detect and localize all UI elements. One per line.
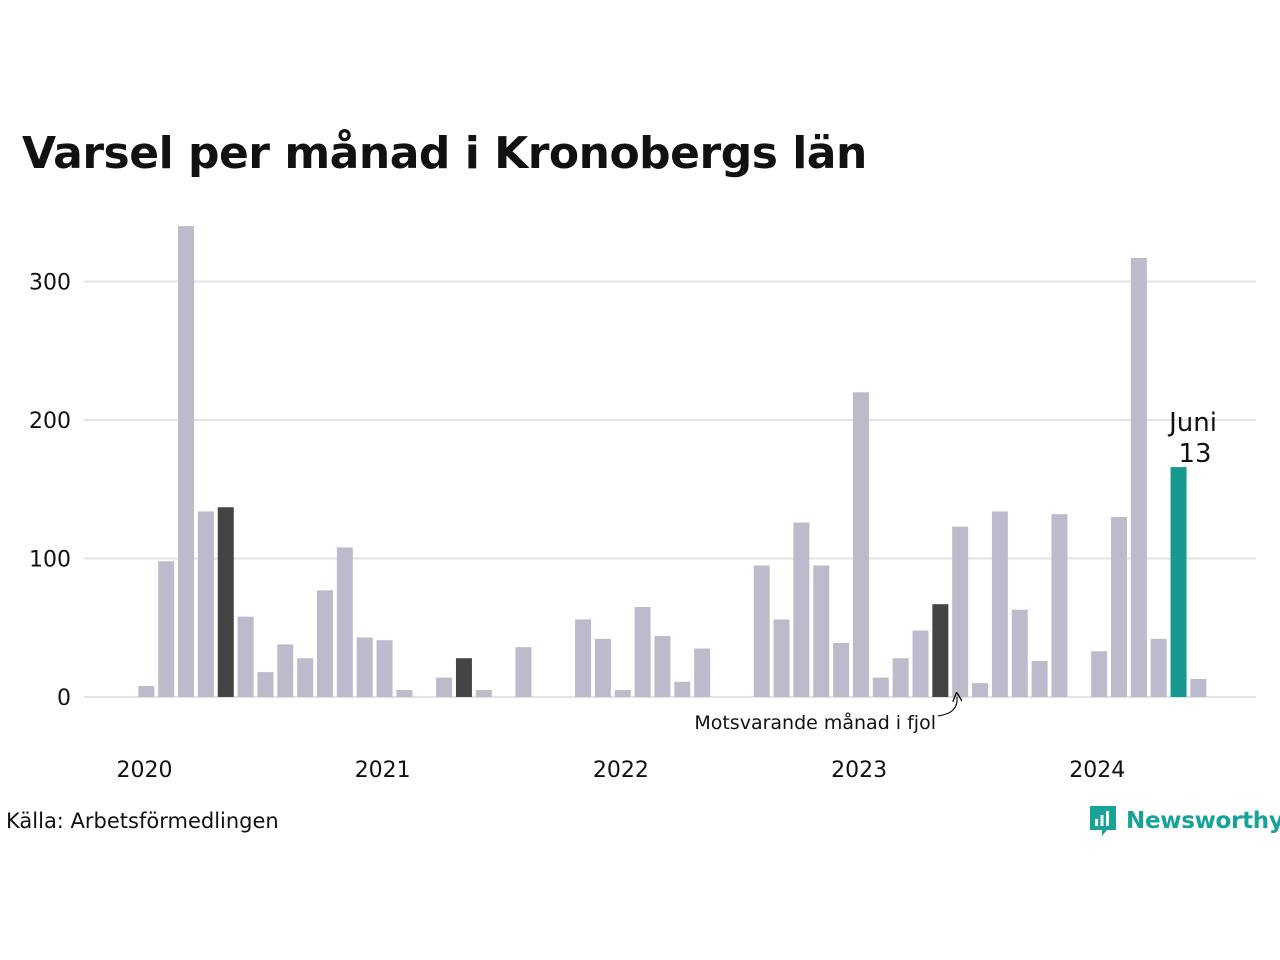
y-tick-label: 200 xyxy=(29,409,71,434)
brand-logo: Newsworthy xyxy=(1088,804,1280,838)
current-month-label: Juni xyxy=(1167,408,1217,438)
bar xyxy=(753,565,770,697)
bar xyxy=(178,226,195,697)
y-axis-ticks: 0 100 200 300 xyxy=(29,271,71,712)
bar xyxy=(952,526,969,697)
bar xyxy=(1111,516,1127,697)
bar xyxy=(694,648,711,697)
bar xyxy=(634,606,651,697)
annotations: Juni 13 Motsvarande månad i fjol xyxy=(694,408,1217,734)
last-year-arrow xyxy=(937,697,957,717)
bar xyxy=(892,658,909,697)
last-year-annotation: Motsvarande månad i fjol xyxy=(694,711,936,734)
bar xyxy=(436,677,453,697)
x-axis-ticks: 2020 2021 2022 2023 2024 xyxy=(117,758,1126,783)
bar xyxy=(991,511,1008,697)
bar xyxy=(972,683,989,697)
bar xyxy=(674,681,691,697)
bar xyxy=(594,638,611,697)
brand-name: Newsworthy xyxy=(1126,808,1280,834)
bar xyxy=(376,640,393,697)
bar xyxy=(237,616,254,697)
bars xyxy=(138,226,1207,697)
bar xyxy=(1091,651,1108,697)
bar xyxy=(1130,257,1147,697)
source-note: Källa: Arbetsförmedlingen xyxy=(6,809,279,833)
current-month-value: 13 xyxy=(1178,439,1211,469)
y-tick-label: 100 xyxy=(29,548,71,573)
bar xyxy=(515,647,532,697)
bar xyxy=(1011,609,1028,697)
bar xyxy=(297,658,314,697)
bar xyxy=(833,642,850,697)
bar xyxy=(575,619,592,697)
bar xyxy=(773,619,790,697)
bar-same-month-last-year xyxy=(455,658,472,697)
bar xyxy=(1190,678,1207,697)
bar xyxy=(197,511,214,697)
bar xyxy=(813,565,830,697)
x-tick-label: 2021 xyxy=(355,758,411,783)
y-tick-label: 300 xyxy=(29,271,71,296)
bar-chart: 0 100 200 300 2020 2021 2022 2023 2024 Juni 13 … xyxy=(29,226,1256,783)
x-tick-label: 2022 xyxy=(593,758,649,783)
chart-title: Varsel per månad i Kronobergs län xyxy=(22,128,867,179)
bar xyxy=(277,644,294,697)
bar xyxy=(396,690,413,697)
bar xyxy=(317,590,333,697)
bar xyxy=(912,630,929,697)
bar xyxy=(475,690,492,697)
bar xyxy=(654,636,671,697)
gridlines xyxy=(84,280,1256,698)
x-tick-label: 2023 xyxy=(831,758,887,783)
bar xyxy=(1051,514,1068,697)
bar xyxy=(1150,638,1167,697)
bar-same-month-last-year xyxy=(217,507,234,697)
x-tick-label: 2024 xyxy=(1069,758,1125,783)
newsworthy-logo-icon xyxy=(1090,806,1116,836)
bar xyxy=(1031,660,1048,697)
bar xyxy=(158,561,175,697)
bar xyxy=(138,685,155,697)
bar xyxy=(356,637,373,697)
bar-same-month-last-year xyxy=(932,604,949,697)
bar xyxy=(872,677,889,697)
bar xyxy=(257,672,274,697)
x-tick-label: 2020 xyxy=(117,758,173,783)
bar xyxy=(614,690,631,697)
bar xyxy=(852,392,869,697)
bar xyxy=(336,547,353,697)
bar xyxy=(793,522,810,697)
y-tick-label: 0 xyxy=(57,686,71,711)
bar-current-month xyxy=(1170,467,1187,697)
